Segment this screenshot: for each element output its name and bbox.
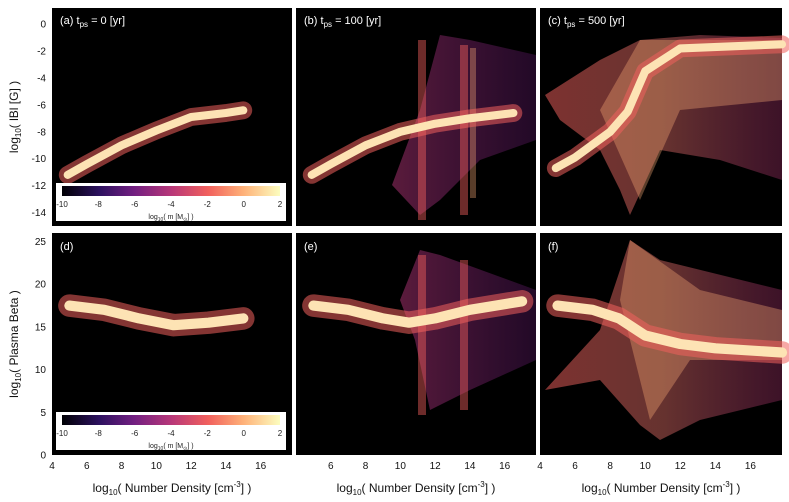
colorbar-tick-label: -10 (56, 200, 68, 209)
ridge-d (64, 300, 249, 331)
x-axis-label-f: log10( Number Density [cm-3] ) (582, 480, 741, 497)
colorbar-tick-label: -10 (56, 429, 68, 438)
y-tick-label: 25 (35, 237, 47, 248)
x-tick-label: 6 (572, 461, 578, 472)
colorbar-tick-label: -8 (95, 429, 103, 438)
x-tick-label: 16 (255, 461, 267, 472)
x-tick-label: 8 (363, 461, 369, 472)
colorbar-tick-label: 0 (241, 200, 246, 209)
colorbar-tick-label: 2 (278, 429, 283, 438)
x-tick-label: 14 (464, 461, 476, 472)
spread-panel-e (400, 250, 536, 415)
colorbar-tick-label: -6 (131, 429, 139, 438)
x-tick-label: 14 (710, 461, 722, 472)
ridge-e (308, 296, 528, 328)
x-tick-label: 8 (119, 461, 125, 472)
x-tick-label: 12 (186, 461, 198, 472)
x-tick-label: 14 (220, 461, 232, 472)
colorbar-tick-label: -2 (204, 200, 212, 209)
x-tick-label: 6 (84, 461, 90, 472)
colorbar-tick-label: -2 (204, 429, 212, 438)
x-tick-label: 10 (395, 461, 407, 472)
colorbar-top-gradient (62, 186, 280, 196)
panel-c-title: (c) tps = 500 [yr] (548, 15, 625, 29)
y-tick-label: 15 (35, 322, 47, 333)
ridge-b (307, 108, 518, 179)
x-tick-label: 12 (430, 461, 442, 472)
panel-a-title: (a) tps = 0 [yr] (60, 15, 125, 29)
x-tick-label: 4 (49, 461, 55, 472)
x-tick-label: 8 (607, 461, 613, 472)
y-tick-label: 20 (35, 280, 47, 291)
x-tick-label: 16 (745, 461, 757, 472)
panel-f-title: (f) (548, 241, 558, 253)
y-tick-label: -12 (32, 181, 47, 192)
x-tick-label: 12 (675, 461, 687, 472)
panel-d-title: (d) (60, 241, 73, 253)
colorbar-bottom-label: log10( m [M⊙] ) (148, 443, 193, 452)
colorbar-bottom: -10 -8 -6 -4 -2 0 2 log10( m [M⊙] ) (56, 412, 286, 452)
x-tick-label: 10 (151, 461, 163, 472)
panel-b-title: (b) tps = 100 [yr] (304, 15, 381, 29)
y-axis-label-top: log10( lBl [G] ) (7, 81, 23, 153)
x-tick-label: 10 (640, 461, 652, 472)
y-tick-label: 0 (40, 20, 46, 31)
panel-e-title: (e) (304, 241, 317, 253)
colorbar-tick-label: 0 (241, 429, 246, 438)
colorbar-tick-label: -6 (131, 200, 139, 209)
y-tick-label: -2 (37, 47, 46, 58)
ridge-a (63, 106, 248, 179)
colorbar-tick-label: -4 (167, 200, 175, 209)
ridge-f (552, 300, 788, 358)
x-axis-label-e: log10( Number Density [cm-3] ) (337, 480, 496, 497)
y-tick-label: 5 (40, 408, 46, 419)
y-tick-label: -8 (37, 127, 46, 138)
colorbar-tick-label: 2 (278, 200, 283, 209)
y-axis-label-bottom: log10( Plasma Beta ) (7, 290, 23, 398)
colorbar-top: -10 -8 -6 -4 -2 0 2 log10( m [M⊙] ) (56, 183, 286, 223)
y-tick-label: -14 (32, 208, 47, 219)
x-tick-label: 4 (537, 461, 543, 472)
x-axis-label-d: log10( Number Density [cm-3] ) (93, 480, 252, 497)
y-tick-label: 0 (40, 451, 46, 462)
x-tick-label: 6 (328, 461, 334, 472)
colorbar-tick-label: -4 (167, 429, 175, 438)
y-tick-label: 10 (35, 365, 47, 376)
colorbar-tick-label: -8 (95, 200, 103, 209)
colorbar-bottom-gradient (62, 415, 280, 425)
y-tick-label: -10 (32, 154, 47, 165)
y-tick-label: -6 (37, 100, 46, 111)
x-tick-label: 16 (499, 461, 511, 472)
ridge-c (551, 40, 787, 173)
y-tick-label: -4 (37, 73, 46, 84)
colorbar-top-label: log10( m [M⊙] ) (148, 214, 193, 223)
